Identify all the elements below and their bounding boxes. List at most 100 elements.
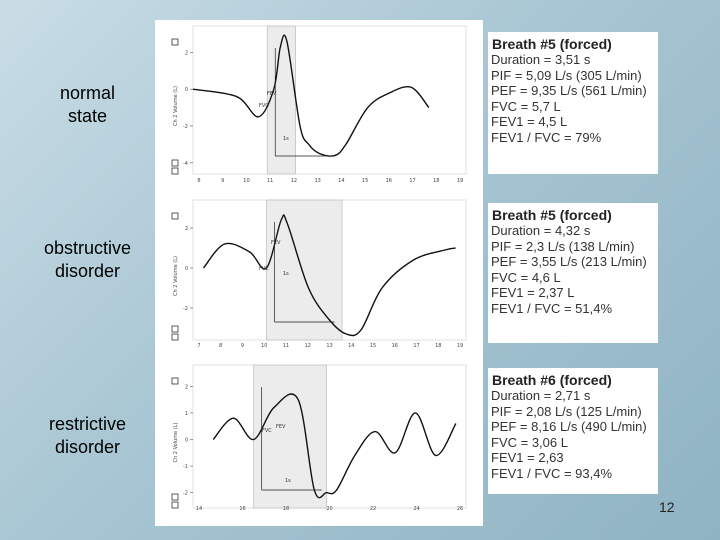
info-restrictive-pef: PEF = 8,16 L/s (490 L/min) xyxy=(491,419,647,435)
chart-normal-annotation: FVC xyxy=(259,103,269,109)
chart-obstructive-volume-line xyxy=(202,214,456,337)
chart-obstructive-y-axis-label: Ch 2 Volume (L) xyxy=(173,256,179,296)
chart-normal-frame xyxy=(192,25,467,175)
info-box-restrictive: Breath #6 (forced) Duration = 2,71 s PIF… xyxy=(488,368,658,494)
chart-normal-x-tick-label: 8 xyxy=(197,178,200,184)
info-normal-ratio: FEV1 / FVC = 79% xyxy=(491,129,602,145)
chart-obstructive-y-tick-label: 2 xyxy=(185,226,188,232)
info-obstructive-title: Breath #5 (forced) xyxy=(492,207,612,223)
chart-normal-x-tick-label: 12 xyxy=(291,178,297,184)
chart-restrictive-annotation: FVC xyxy=(262,428,272,434)
label-restrictive-line-1: restrictive xyxy=(48,414,126,434)
info-normal-fvc: FVC = 5,7 L xyxy=(491,98,561,114)
info-normal-fev1: FEV1 = 4,5 L xyxy=(491,114,568,130)
chart-obstructive-x-tick-label: 7 xyxy=(197,343,200,349)
chart-normal-x-tick-label: 10 xyxy=(243,178,249,184)
chart-normal-scroll-up-icon xyxy=(171,38,179,46)
spirometry-plots-svg: Ch 2 Volume (L)20-2-48 9 10 11 12 13 14 15 16 17 1… xyxy=(171,25,467,512)
chart-obstructive-x-tick-label: 10 xyxy=(261,343,267,349)
chart-restrictive-y-tick-label: -2 xyxy=(183,491,188,497)
chart-restrictive-x-tick-label: 20 xyxy=(326,506,332,512)
chart-normal-y-axis-label: Ch 2 Volume (L) xyxy=(173,86,179,126)
chart-obstructive-x-tick-label: 15 xyxy=(370,343,376,349)
chart-restrictive-x-tick-label: 18 xyxy=(283,506,289,512)
info-normal-pif: PIF = 5,09 L/s (305 L/min) xyxy=(491,67,642,83)
info-obstructive-pef: PEF = 3,55 L/s (213 L/min) xyxy=(491,254,647,270)
chart-restrictive-x-tick-label: 14 xyxy=(196,506,202,512)
chart-restrictive-scroll-down-icon xyxy=(171,501,179,509)
spirometry-plot-panel: Ch 2 Volume (L) 2 0 -2 -4 8 9 10 11 12 13 14 15 16 17 1… xyxy=(155,20,483,526)
info-restrictive-title: Breath #6 (forced) xyxy=(492,372,612,388)
chart-restrictive-y-axis-label: Ch 2 Volume (L) xyxy=(173,423,179,463)
chart-restrictive-frame xyxy=(192,364,467,509)
chart-normal-x-tick-label: 14 xyxy=(338,178,344,184)
chart-obstructive-y-tick-label: 0 xyxy=(185,266,188,272)
chart-restrictive-y-tick-label: 2 xyxy=(185,384,188,390)
chart-obstructive-zoom-icon xyxy=(171,325,179,333)
label-restrictive-disorder: restrictive disorder xyxy=(20,413,155,459)
label-normal-line-2: state xyxy=(67,106,108,126)
info-normal-duration: Duration = 3,51 s xyxy=(491,52,591,67)
info-obstructive-fvc: FVC = 4,6 L xyxy=(491,269,561,285)
chart-normal-x-tick-label: 17 xyxy=(409,178,415,184)
chart-obstructive-scroll-up-icon xyxy=(171,212,179,220)
chart-restrictive-x-tick-label: 16 xyxy=(239,506,245,512)
info-restrictive-fev1: FEV1 = 2,63 xyxy=(491,450,564,466)
chart-normal-scroll-down-icon xyxy=(171,167,179,175)
info-restrictive-duration: Duration = 2,71 s xyxy=(491,388,591,403)
label-obstructive-disorder: obstructive disorder xyxy=(20,237,155,283)
chart-normal-y-tick-label: -2 xyxy=(183,124,188,130)
chart-obstructive-x-tick-label: 12 xyxy=(305,343,311,349)
chart-obstructive-y-tick-label: -2 xyxy=(183,306,188,312)
chart-normal-x-tick-label: 9 xyxy=(221,178,224,184)
chart-obstructive-annotation: 1s xyxy=(283,271,289,277)
chart-obstructive-annotation: FVC xyxy=(259,266,269,272)
chart-obstructive-x-tick-label: 19 xyxy=(457,343,463,349)
label-normal-line-1: normal xyxy=(59,83,116,103)
label-obstructive-line-2: disorder xyxy=(54,261,121,281)
chart-normal-annotation: 1s xyxy=(283,136,289,142)
chart-normal-x-tick-label: 11 xyxy=(267,178,273,184)
chart-obstructive-x-tick-label: 16 xyxy=(392,343,398,349)
chart-restrictive-x-tick-label: 22 xyxy=(370,506,376,512)
chart-restrictive-y-tick-label: 0 xyxy=(185,438,188,444)
chart-restrictive-shaded-region xyxy=(253,364,327,509)
chart-normal-x-tick-label: 18 xyxy=(433,178,439,184)
info-restrictive-ratio: FEV1 / FVC = 93,4% xyxy=(491,465,613,481)
info-obstructive-fev1: FEV1 = 2,37 L xyxy=(491,285,575,301)
chart-normal-zoom-icon xyxy=(171,159,179,167)
label-restrictive-line-2: disorder xyxy=(54,437,121,457)
chart-normal-volume-line xyxy=(192,34,430,157)
info-normal-title: Breath #5 (forced) xyxy=(492,36,612,52)
chart-obstructive-x-tick-label: 8 xyxy=(219,343,222,349)
info-box-obstructive: Breath #5 (forced) Duration = 4,32 s PIF… xyxy=(488,203,658,343)
chart-obstructive-annotation: FEV xyxy=(271,240,281,246)
label-normal-state: normal state xyxy=(20,82,155,128)
chart-obstructive-x-tick-label: 9 xyxy=(241,343,244,349)
chart-normal-x-tick-label: 15 xyxy=(362,178,368,184)
chart-obstructive-scroll-down-icon xyxy=(171,333,179,341)
chart-normal-x-tick-label: 19 xyxy=(457,178,463,184)
chart-restrictive-y-tick-label: -1 xyxy=(183,464,188,470)
info-restrictive-fvc: FVC = 3,06 L xyxy=(491,434,568,450)
chart-obstructive-x-tick-label: 11 xyxy=(283,343,289,349)
chart-obstructive-x-tick-label: 18 xyxy=(435,343,441,349)
info-box-normal: Breath #5 (forced) Duration = 3,51 s PIF… xyxy=(488,32,658,174)
label-obstructive-line-1: obstructive xyxy=(43,238,132,258)
chart-normal-y-tick-label: -4 xyxy=(183,161,188,167)
info-obstructive-ratio: FEV1 / FVC = 51,4% xyxy=(491,300,613,316)
info-restrictive-pif: PIF = 2,08 L/s (125 L/min) xyxy=(491,403,642,419)
info-obstructive-pif: PIF = 2,3 L/s (138 L/min) xyxy=(491,238,635,254)
chart-obstructive-x-tick-label: 13 xyxy=(326,343,332,349)
chart-restrictive-scroll-up-icon xyxy=(171,377,179,385)
info-normal-pef: PEF = 9,35 L/s (561 L/min) xyxy=(491,83,647,99)
chart-normal-y-tick-label: 0 xyxy=(185,87,188,93)
chart-restrictive-annotation: 1s xyxy=(285,478,291,484)
chart-restrictive-annotation: FEV xyxy=(276,424,286,430)
chart-normal-x-tick-label: 13 xyxy=(314,178,320,184)
chart-restrictive-y-tick-label: 1 xyxy=(185,411,188,417)
chart-obstructive-x-tick-label: 17 xyxy=(413,343,419,349)
chart-obstructive-x-tick-label: 14 xyxy=(348,343,354,349)
chart-obstructive-shaded-region xyxy=(266,199,343,341)
chart-restrictive-volume-line xyxy=(212,393,457,499)
